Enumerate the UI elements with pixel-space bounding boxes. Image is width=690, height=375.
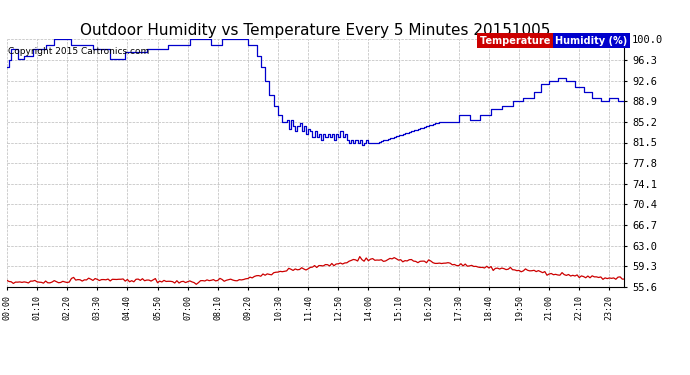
Text: Humidity (%): Humidity (%) xyxy=(555,36,628,46)
Text: Copyright 2015 Cartronics.com: Copyright 2015 Cartronics.com xyxy=(8,47,150,56)
Text: Temperature (°F): Temperature (°F) xyxy=(480,36,574,46)
Title: Outdoor Humidity vs Temperature Every 5 Minutes 20151005: Outdoor Humidity vs Temperature Every 5 … xyxy=(81,23,551,38)
